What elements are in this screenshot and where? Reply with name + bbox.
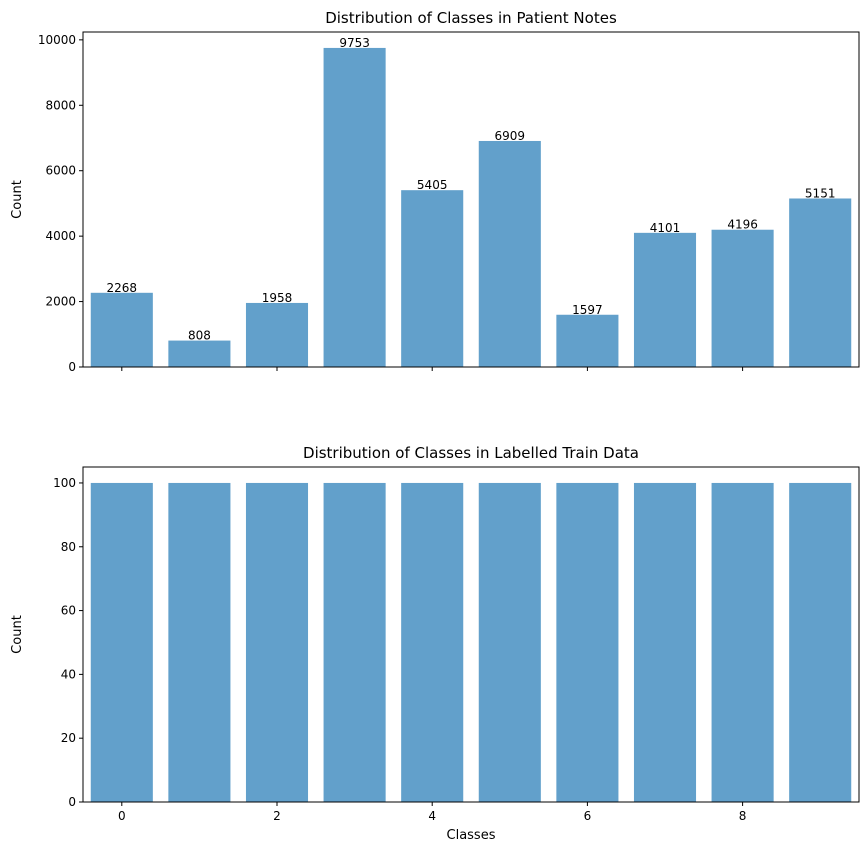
bar-3: [323, 47, 386, 368]
chart-2: 0 20 40 60 80 100 0 2 4 6 8 Distribution of Classes…: [10, 444, 860, 843]
x-axis-label: Classes: [447, 828, 496, 843]
y-tick-label: 40: [61, 667, 76, 681]
x-tick-label: 8: [739, 809, 747, 823]
bar-5: [478, 140, 541, 367]
y-tick-label: 6000: [45, 164, 76, 178]
x-tick-label: 2: [273, 809, 281, 823]
bar-0: [90, 292, 153, 367]
data-label-2: 1958: [262, 291, 293, 305]
data-label-1: 808: [188, 329, 211, 343]
bar-2: [245, 482, 309, 802]
data-label-8: 4196: [727, 218, 758, 232]
bar-5: [478, 482, 541, 802]
bar-4: [401, 482, 464, 802]
bar-6: [556, 314, 619, 367]
y-tick-label: 20: [61, 731, 76, 745]
y-tick-label: 4000: [45, 229, 76, 243]
bar-9: [789, 198, 852, 367]
y-tick-label: 2000: [45, 295, 76, 309]
bar-1: [168, 482, 231, 802]
bar-0: [90, 482, 153, 802]
y-tick-label: 100: [53, 476, 76, 490]
y-tick-label: 60: [61, 604, 76, 618]
data-label-4: 5405: [417, 178, 448, 192]
x-tick-label: 4: [428, 809, 436, 823]
y-axis-label: Count: [10, 615, 25, 654]
data-label-0: 2268: [107, 281, 138, 295]
bar-8: [711, 229, 774, 367]
axes-frame: [82, 466, 860, 803]
bar-1: [168, 340, 231, 367]
axes-frame: [82, 31, 860, 368]
chart-1: 2268 808 1958 9753 5405 6909 1597 4101 4196 5151 0…: [10, 9, 860, 374]
bar-7: [633, 482, 697, 802]
bar-2: [245, 302, 309, 367]
data-label-6: 1597: [572, 303, 603, 317]
bar-9: [789, 482, 852, 802]
data-label-9: 5151: [805, 186, 836, 200]
data-label-3: 9753: [339, 36, 370, 50]
y-axis-label: Count: [10, 180, 25, 219]
bar-6: [556, 482, 619, 802]
x-tick-label: 0: [118, 809, 126, 823]
chart-title: Distribution of Classes in Labelled Trai…: [303, 444, 639, 462]
data-label-7: 4101: [650, 221, 681, 235]
y-tick-label: 0: [68, 360, 76, 374]
y-tick-label: 8000: [45, 98, 76, 112]
bar-7: [633, 232, 697, 367]
y-tick-label: 0: [68, 795, 76, 809]
y-tick-label: 80: [61, 540, 76, 554]
y-tick-label: 10000: [38, 33, 76, 47]
x-tick-label: 6: [584, 809, 592, 823]
bar-8: [711, 482, 774, 802]
bar-3: [323, 482, 386, 802]
chart-title: Distribution of Classes in Patient Notes: [325, 9, 617, 27]
data-label-5: 6909: [495, 129, 526, 143]
bar-4: [401, 190, 464, 367]
